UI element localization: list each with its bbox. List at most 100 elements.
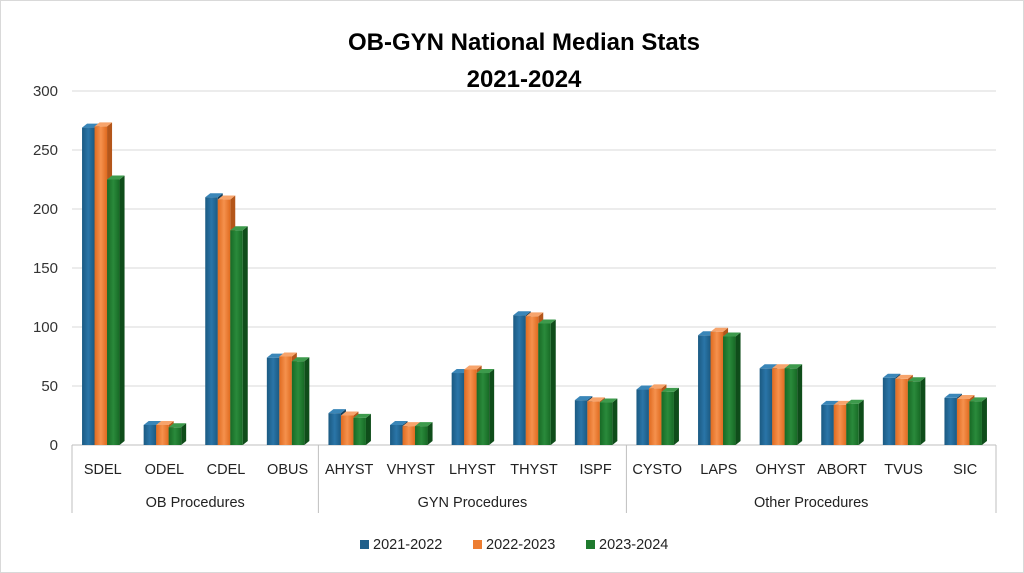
bar-front bbox=[94, 126, 108, 446]
bar-front bbox=[648, 388, 662, 445]
y-tick-label: 0 bbox=[50, 437, 58, 454]
bar-top bbox=[94, 122, 113, 127]
bar-front bbox=[107, 179, 120, 445]
y-tick-label: 50 bbox=[41, 378, 58, 395]
bar-side bbox=[797, 364, 803, 445]
x-category-label: ODEL bbox=[145, 462, 185, 478]
bar-front bbox=[476, 373, 490, 445]
title-background bbox=[323, 18, 726, 102]
bar-top bbox=[415, 422, 433, 427]
bar-top bbox=[279, 352, 297, 357]
bar-AHYST-2023-2024 bbox=[353, 413, 371, 445]
legend-label: 2023-2024 bbox=[599, 537, 668, 553]
bar-top bbox=[464, 365, 482, 370]
bar-side bbox=[489, 369, 495, 445]
bar-top bbox=[648, 384, 667, 389]
x-axis: SDEL ODEL CDEL OBUS AHYST VHYST LHYST THYST ISPF… bbox=[71, 445, 997, 513]
legend-label: 2021-2022 bbox=[373, 537, 442, 553]
bar-top bbox=[574, 396, 593, 401]
legend-swatch bbox=[586, 540, 595, 549]
bar-top bbox=[476, 369, 495, 374]
bar-front bbox=[353, 417, 366, 445]
bar-top bbox=[525, 312, 544, 317]
bar-top bbox=[168, 423, 187, 428]
bar-front bbox=[907, 381, 921, 445]
bar-top bbox=[895, 374, 913, 379]
x-category-label: ISPF bbox=[579, 462, 611, 478]
bar-CDEL-2023-2024 bbox=[230, 226, 248, 445]
bar-THYST-2023-2024 bbox=[538, 319, 556, 445]
y-axis-ticks: 0 50 100 150 200 250 300 bbox=[33, 83, 58, 454]
bar-top bbox=[599, 398, 618, 403]
bar-front bbox=[784, 368, 798, 445]
bar-top bbox=[784, 364, 803, 369]
bar-front bbox=[636, 389, 649, 445]
bar-front bbox=[513, 315, 526, 445]
bar-front bbox=[328, 413, 341, 445]
bar-top bbox=[944, 393, 962, 398]
bar-top bbox=[217, 195, 236, 200]
y-tick-label: 150 bbox=[33, 260, 58, 277]
y-tick-label: 200 bbox=[33, 201, 58, 218]
bar-front bbox=[143, 424, 157, 445]
bar-TVUS-2023-2024 bbox=[907, 377, 926, 445]
bar-front bbox=[599, 402, 613, 445]
x-category-label: OHYST bbox=[755, 462, 805, 478]
x-category-label: ABORT bbox=[817, 462, 867, 478]
bar-VHYST-2022-2023 bbox=[402, 422, 421, 445]
bar-side bbox=[981, 397, 987, 445]
x-category-label: SIC bbox=[953, 462, 977, 478]
bar-front bbox=[82, 127, 95, 445]
bar-front bbox=[464, 369, 477, 445]
bar-top bbox=[759, 364, 778, 369]
bar-top bbox=[661, 387, 679, 392]
bar-top bbox=[821, 400, 839, 405]
bar-front bbox=[230, 230, 243, 445]
x-category-label: AHYST bbox=[325, 462, 373, 478]
bar-top bbox=[402, 422, 421, 427]
bar-SIC-2023-2024 bbox=[969, 397, 987, 445]
bar-front bbox=[340, 415, 354, 445]
bar-side bbox=[550, 319, 556, 445]
legend: 2021-2022 2022-2023 2023-2024 bbox=[360, 537, 668, 553]
bar-side bbox=[427, 422, 433, 445]
bar-front bbox=[821, 404, 834, 445]
x-category-label: THYST bbox=[510, 462, 558, 478]
bar-front bbox=[402, 426, 416, 445]
bar-top bbox=[340, 411, 359, 416]
bar-OBUS-2023-2024 bbox=[291, 357, 310, 445]
bar-front bbox=[205, 197, 218, 445]
bar-front bbox=[538, 323, 551, 445]
bar-ODEL-2023-2024 bbox=[168, 423, 187, 445]
bar-top bbox=[710, 327, 729, 332]
x-category-label: OBUS bbox=[267, 462, 308, 478]
bar-top bbox=[846, 399, 864, 404]
bar-side bbox=[181, 423, 187, 445]
x-category-label: VHYST bbox=[387, 462, 435, 478]
bar-front bbox=[279, 356, 292, 445]
bar-top bbox=[723, 332, 741, 337]
bar-VHYST-2023-2024 bbox=[415, 422, 433, 445]
bar-CYSTO-2023-2024 bbox=[661, 387, 679, 445]
bar-top bbox=[907, 377, 926, 382]
legend-swatch bbox=[360, 540, 369, 549]
bar-front bbox=[525, 316, 539, 445]
bar-front bbox=[846, 403, 859, 445]
bar-top bbox=[587, 397, 605, 402]
bar-top bbox=[956, 394, 975, 399]
bar-front bbox=[661, 391, 674, 445]
bar-side bbox=[304, 357, 310, 445]
bar-side bbox=[920, 377, 926, 445]
group-label: Other Procedures bbox=[754, 495, 868, 511]
bar-front bbox=[291, 361, 305, 445]
chart-title-line-2: 2021-2024 bbox=[467, 66, 582, 93]
bar-front bbox=[415, 426, 428, 445]
bar-front bbox=[451, 373, 465, 445]
bar-front bbox=[833, 404, 847, 445]
bar-top bbox=[107, 175, 125, 180]
bar-front bbox=[944, 397, 957, 445]
x-category-label: CDEL bbox=[207, 462, 246, 478]
x-category-label: LHYST bbox=[449, 462, 496, 478]
bar-front bbox=[587, 401, 600, 445]
